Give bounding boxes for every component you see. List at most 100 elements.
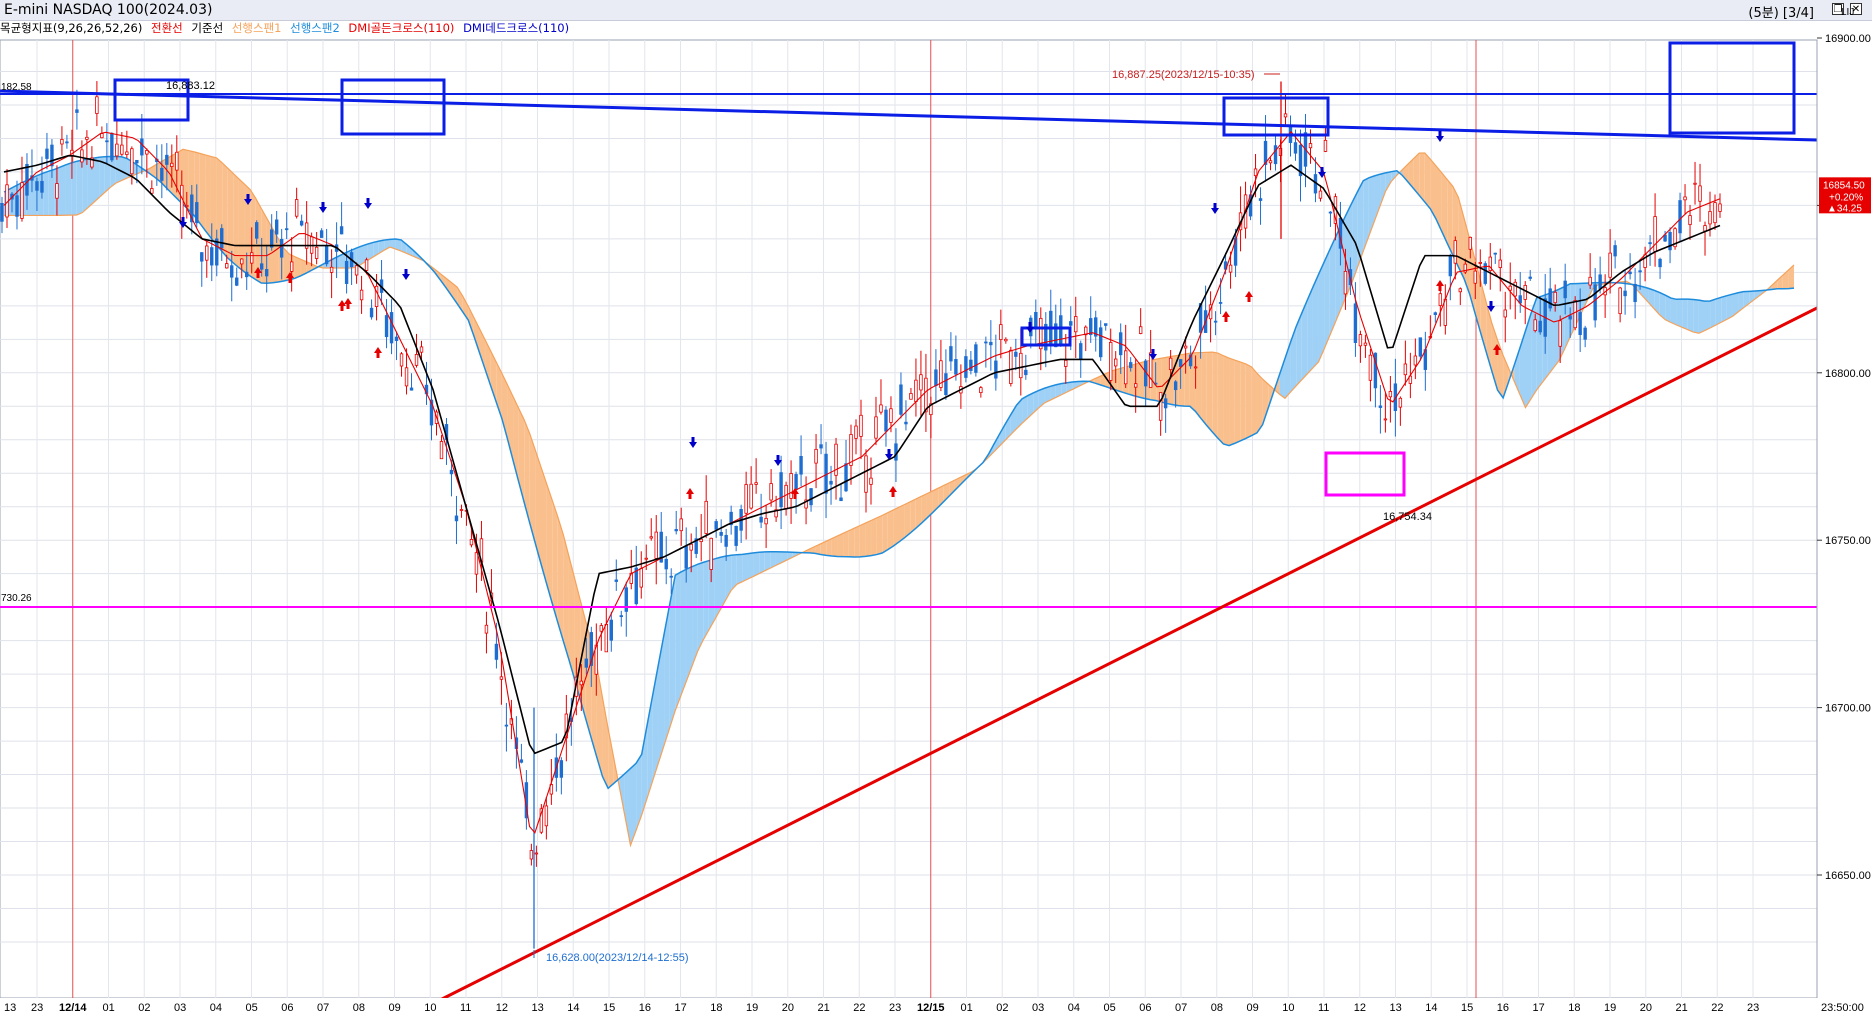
candle-body bbox=[215, 238, 219, 266]
cloud-segment bbox=[1217, 353, 1224, 445]
candle-body bbox=[1039, 317, 1043, 350]
candle-body bbox=[784, 484, 788, 510]
highlight-box-2[interactable] bbox=[340, 78, 446, 136]
cloud-segment bbox=[608, 728, 614, 789]
cloud-segment bbox=[535, 450, 541, 564]
candle-body bbox=[409, 387, 414, 391]
cloud-segment bbox=[1061, 382, 1067, 395]
conversion-line bbox=[3, 130, 1721, 834]
cloud-segment bbox=[1463, 217, 1470, 294]
cloud-segment bbox=[1698, 300, 1705, 334]
cloud-segment bbox=[87, 158, 94, 208]
x-label: 01 bbox=[103, 1002, 115, 1014]
cloud-segment bbox=[904, 501, 911, 538]
candle-body bbox=[384, 315, 389, 338]
candle-body bbox=[240, 258, 244, 265]
cloud-segment bbox=[1419, 153, 1425, 203]
x-label: 06 bbox=[1139, 1002, 1151, 1014]
highlight-box-1[interactable] bbox=[113, 78, 190, 122]
highlight-box-5[interactable] bbox=[1668, 41, 1796, 135]
cloud-segment bbox=[658, 634, 665, 763]
change-pct: +0.20% bbox=[1829, 192, 1863, 203]
cloud-segment bbox=[1161, 357, 1168, 404]
candle-body bbox=[150, 188, 154, 194]
cloud-segment bbox=[1380, 172, 1386, 207]
cloud-segment bbox=[1206, 352, 1213, 432]
candle-body bbox=[579, 680, 584, 686]
x-label: 19 bbox=[1604, 1002, 1616, 1014]
period-indicator[interactable]: (5분) [3/4] bbox=[1748, 6, 1814, 21]
cloud-segment bbox=[843, 530, 849, 557]
candle-body bbox=[165, 154, 169, 165]
candle-body bbox=[939, 360, 943, 388]
candle-body bbox=[989, 341, 993, 346]
cloud-segment bbox=[1234, 360, 1241, 444]
cloud-segment bbox=[652, 664, 659, 781]
candle-body bbox=[964, 356, 968, 378]
cloud-segment bbox=[378, 240, 385, 254]
candle-body bbox=[1668, 231, 1672, 251]
candle-body bbox=[1133, 383, 1138, 388]
cloud-segment bbox=[244, 184, 251, 276]
cloud-segment bbox=[552, 500, 558, 623]
base-line bbox=[3, 154, 1721, 755]
cloud-segment bbox=[1424, 153, 1431, 209]
candle-body bbox=[799, 456, 803, 475]
candle-body bbox=[344, 260, 349, 284]
restore-icon[interactable]: ❐ bbox=[1832, 3, 1844, 15]
candle-body bbox=[1498, 259, 1502, 268]
candle-body bbox=[1328, 211, 1333, 214]
cloud-segment bbox=[831, 535, 838, 557]
candle-body bbox=[969, 359, 973, 371]
cloud-segment bbox=[1117, 367, 1123, 393]
dead-cross-arrow bbox=[1318, 167, 1326, 178]
x-label: 13 bbox=[532, 1002, 544, 1014]
candle-body bbox=[469, 539, 474, 546]
candle-body bbox=[190, 194, 194, 223]
left-level-mid: 730.26 bbox=[1, 593, 32, 604]
candle-body bbox=[764, 517, 768, 525]
cloud-segment bbox=[938, 485, 944, 508]
legend-item-span1: 선행스팬1 bbox=[231, 21, 282, 35]
candle-body bbox=[654, 531, 658, 559]
candle-body bbox=[754, 482, 758, 485]
highlight-box-magenta[interactable] bbox=[1324, 451, 1406, 497]
candle-body bbox=[1703, 225, 1707, 232]
cloud-segment bbox=[1005, 414, 1011, 441]
cloud-segment bbox=[636, 754, 642, 831]
candle-body bbox=[1213, 320, 1218, 323]
leading-span-1 bbox=[4, 148, 1795, 848]
candle-body bbox=[849, 434, 853, 466]
candle-body bbox=[324, 245, 329, 265]
leading-span-2 bbox=[3, 155, 1795, 790]
resistance-trendline[interactable] bbox=[0, 89, 1818, 142]
cloud-segment bbox=[205, 154, 211, 238]
candle-body bbox=[534, 852, 539, 855]
candle-body bbox=[1508, 285, 1512, 291]
candle-body bbox=[1418, 337, 1423, 357]
cloud-segment bbox=[720, 556, 726, 611]
cloud-segment bbox=[1357, 180, 1364, 267]
cloud-segment bbox=[199, 153, 206, 231]
candle-body bbox=[1533, 319, 1537, 331]
candle-body bbox=[999, 324, 1003, 340]
candle-body bbox=[1698, 185, 1702, 202]
support-trendline[interactable] bbox=[439, 306, 1818, 1002]
candle-body bbox=[1283, 113, 1288, 118]
cloud-segment bbox=[1782, 270, 1789, 289]
cloud-segment bbox=[1240, 361, 1246, 441]
cloud-segment bbox=[826, 538, 832, 557]
cloud-segment bbox=[294, 256, 301, 279]
highlight-box-4[interactable] bbox=[1222, 96, 1330, 137]
candle-body bbox=[589, 632, 594, 666]
dead-cross-arrow bbox=[1436, 131, 1444, 142]
close-icon[interactable]: ✕ bbox=[1850, 3, 1862, 15]
highlight-box-3[interactable] bbox=[1020, 326, 1072, 347]
cloud-segment bbox=[1290, 326, 1297, 393]
candle-body bbox=[1463, 263, 1467, 273]
low-annotation: 16,628.00(2023/12/14-12:55) bbox=[546, 952, 689, 964]
cloud-segment bbox=[546, 483, 553, 604]
x-label: 02 bbox=[996, 1002, 1008, 1014]
cloud-segment bbox=[1262, 379, 1269, 425]
